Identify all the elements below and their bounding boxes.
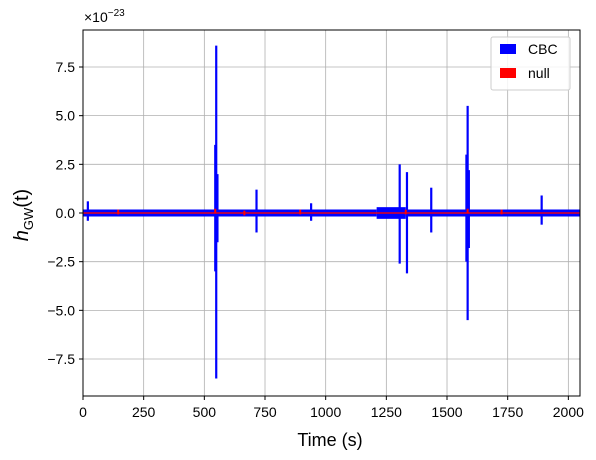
legend-label-null: null xyxy=(528,65,550,81)
x-tick-label: 500 xyxy=(193,404,217,420)
y-tick-label: 7.5 xyxy=(56,59,76,75)
x-tick-label: 2000 xyxy=(553,404,584,420)
x-tick-label: 1000 xyxy=(310,404,341,420)
legend-swatch-null xyxy=(500,68,516,78)
y-tick-label: −5.0 xyxy=(47,302,75,318)
plot-area xyxy=(83,45,580,379)
x-tick-label: 0 xyxy=(79,404,87,420)
legend: CBC null xyxy=(490,36,571,91)
x-axis: 0 250 500 750 1000 1250 1500 1750 2000 xyxy=(79,396,584,420)
y-offset-text: ×10−23 xyxy=(84,8,125,25)
y-axis: −7.5 −5.0 −2.5 0.0 2.5 5.0 7.5 xyxy=(47,59,83,367)
y-tick-label: 2.5 xyxy=(56,156,76,172)
x-tick-label: 250 xyxy=(132,404,156,420)
y-tick-label: 0.0 xyxy=(56,205,76,221)
y-axis-label: hGW(t) xyxy=(11,189,36,241)
x-tick-label: 1750 xyxy=(492,404,523,420)
legend-swatch-cbc xyxy=(500,44,516,54)
x-axis-label: Time (s) xyxy=(297,430,362,450)
x-tick-label: 1250 xyxy=(371,404,402,420)
y-tick-label: 5.0 xyxy=(56,108,76,124)
x-tick-label: 750 xyxy=(253,404,277,420)
y-tick-label: −2.5 xyxy=(47,254,75,270)
y-tick-label: −7.5 xyxy=(47,351,75,367)
x-tick-label: 1500 xyxy=(431,404,462,420)
legend-label-cbc: CBC xyxy=(528,41,558,57)
